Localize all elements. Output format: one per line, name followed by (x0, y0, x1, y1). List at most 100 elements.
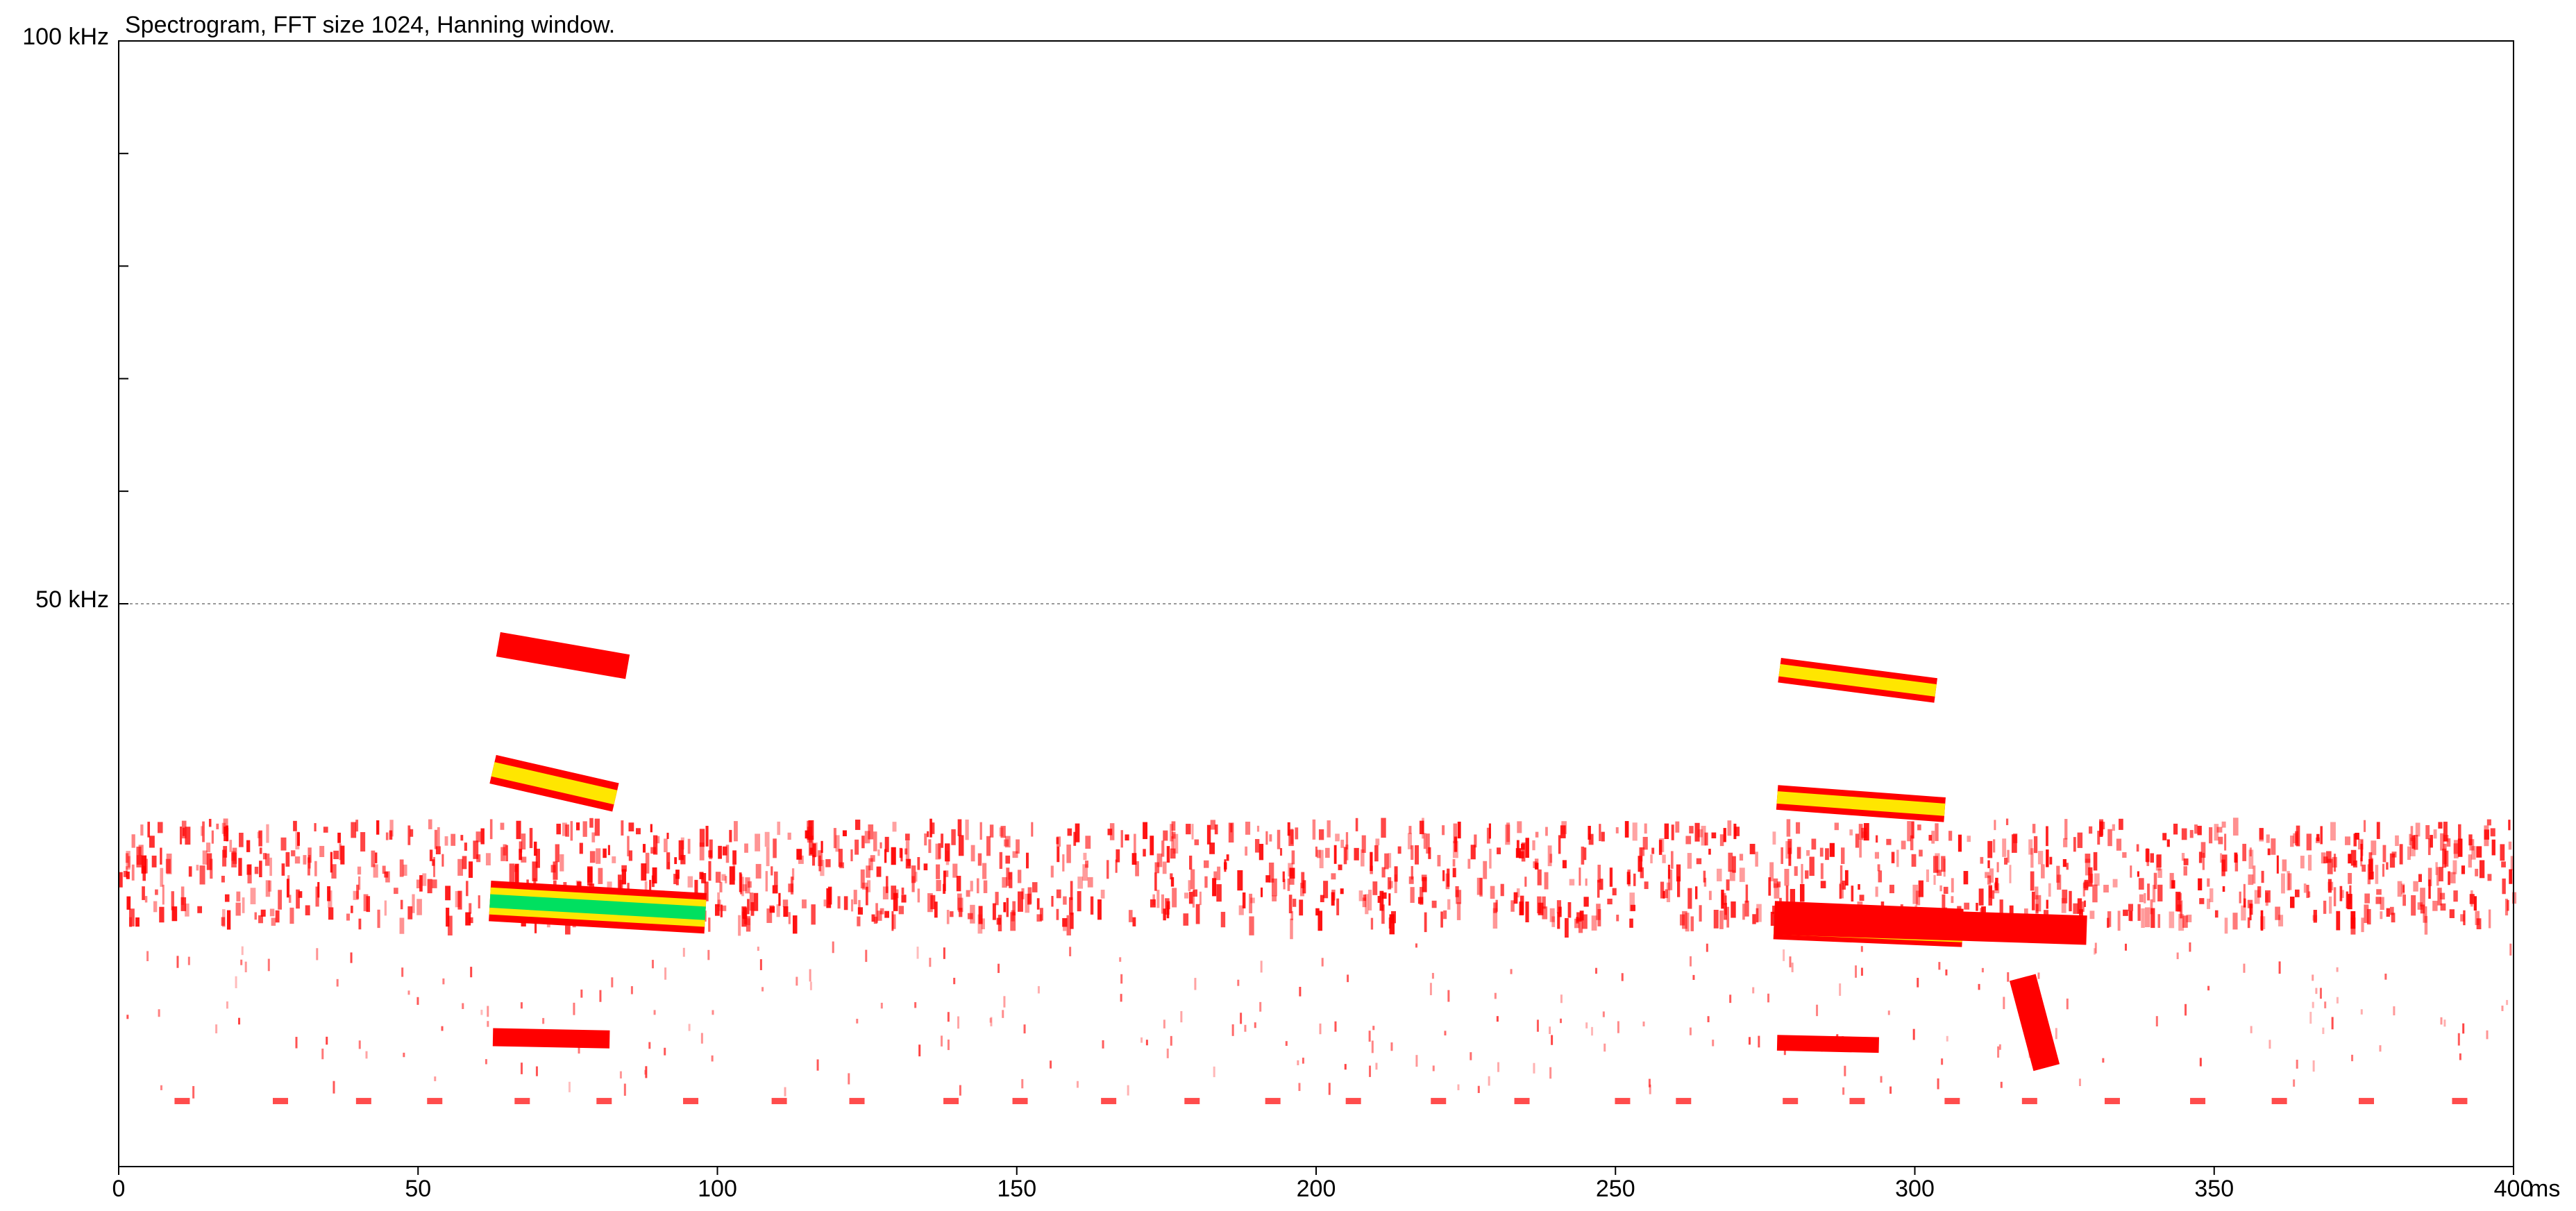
noise-speck (1422, 877, 1427, 892)
noise-speck (533, 878, 537, 885)
noise-speck (1748, 1037, 1751, 1045)
noise-speck (589, 818, 594, 828)
noise-speck (519, 841, 523, 853)
noise-speck (1734, 827, 1740, 836)
noise-speck (757, 947, 759, 951)
noise-speck (1170, 848, 1176, 859)
noise-speck (1455, 886, 1459, 897)
noise-speck (1120, 994, 1122, 1002)
noise-speck (1629, 918, 1633, 928)
noise-speck (931, 822, 935, 834)
noise-speck (2224, 833, 2227, 851)
noise-speck (2511, 892, 2517, 904)
noise-speck (2437, 888, 2442, 906)
noise-speck (699, 829, 705, 847)
noise-speck (470, 967, 473, 978)
noise-speck (2275, 906, 2280, 920)
noise-speck (340, 845, 345, 865)
noise-speck (1704, 832, 1708, 846)
noise-speck (337, 832, 341, 843)
noise-speck (1789, 956, 1792, 967)
noise-speck (1152, 894, 1155, 906)
noise-speck (1388, 853, 1392, 868)
noise-speck (434, 1076, 437, 1081)
noise-speck (766, 847, 770, 867)
noise-speck (2097, 831, 2101, 845)
noise-speck (1355, 818, 1358, 831)
noise-speck (1926, 869, 1929, 882)
noise-speck (1325, 847, 1330, 858)
noise-speck (1875, 886, 1878, 897)
noise-speck (901, 887, 904, 895)
noise-speck (746, 916, 751, 932)
noise-speck (1456, 902, 1461, 920)
noise-speck (741, 911, 746, 919)
noise-speck (419, 875, 423, 892)
noise-speck (231, 851, 236, 861)
noise-speck (1676, 864, 1681, 882)
noise-speck (1896, 849, 1899, 867)
noise-speck (131, 864, 135, 881)
noise-speck (1943, 858, 1946, 877)
noise-speck (259, 861, 262, 878)
noise-speck (1632, 822, 1638, 841)
noise-speck (986, 836, 991, 856)
noise-speck (2176, 952, 2179, 960)
noise-speck (1191, 824, 1194, 840)
noise-speck (1878, 870, 1883, 883)
noise-speck (1987, 860, 1990, 869)
noise-speck (2379, 1045, 2382, 1052)
noise-speck (714, 904, 720, 916)
noise-speck (258, 915, 263, 924)
noise-speck (1849, 1098, 1865, 1105)
noise-speck (875, 903, 878, 923)
noise-speck (126, 896, 131, 910)
noise-speck (1500, 883, 1504, 897)
noise-speck (1163, 908, 1166, 921)
noise-speck (1811, 838, 1817, 850)
noise-speck (627, 836, 630, 856)
noise-speck (2411, 835, 2416, 849)
noise-speck (1447, 899, 1451, 910)
noise-speck (1492, 908, 1498, 929)
noise-speck (1083, 852, 1087, 861)
noise-speck (1549, 908, 1555, 922)
noise-speck (733, 821, 738, 842)
noise-speck (208, 818, 212, 827)
noise-speck (505, 845, 508, 862)
noise-speck (2459, 1053, 2461, 1060)
noise-speck (628, 822, 634, 832)
noise-speck (1000, 826, 1006, 838)
noise-speck (1156, 853, 1163, 867)
noise-speck (1731, 901, 1736, 918)
noise-speck (2363, 820, 2366, 832)
noise-speck (992, 903, 996, 920)
noise-speck (2458, 824, 2461, 840)
noise-speck (2123, 909, 2128, 916)
noise-speck (2508, 841, 2512, 850)
noise-speck (1340, 839, 1345, 848)
noise-speck (221, 875, 225, 883)
noise-speck (1816, 1004, 1819, 1017)
noise-speck (792, 915, 798, 934)
noise-speck (429, 849, 433, 861)
noise-speck (2370, 858, 2373, 874)
noise-speck (1269, 834, 1272, 842)
noise-speck (2007, 972, 2010, 982)
noise-speck (1516, 888, 1520, 898)
noise-speck (1172, 833, 1179, 854)
noise-speck (1583, 897, 1589, 907)
noise-speck (1327, 820, 1331, 838)
noise-speck (215, 1024, 218, 1034)
noise-speck (989, 1018, 992, 1023)
noise-speck (1361, 835, 1366, 853)
noise-speck (1666, 882, 1671, 902)
noise-speck (1685, 836, 1692, 845)
noise-speck (460, 835, 464, 841)
noise-speck (2220, 853, 2223, 863)
noise-speck (748, 881, 752, 888)
noise-speck (914, 1002, 917, 1008)
noise-speck (2364, 904, 2369, 924)
noise-speck (2084, 900, 2087, 907)
noise-speck (943, 947, 945, 959)
